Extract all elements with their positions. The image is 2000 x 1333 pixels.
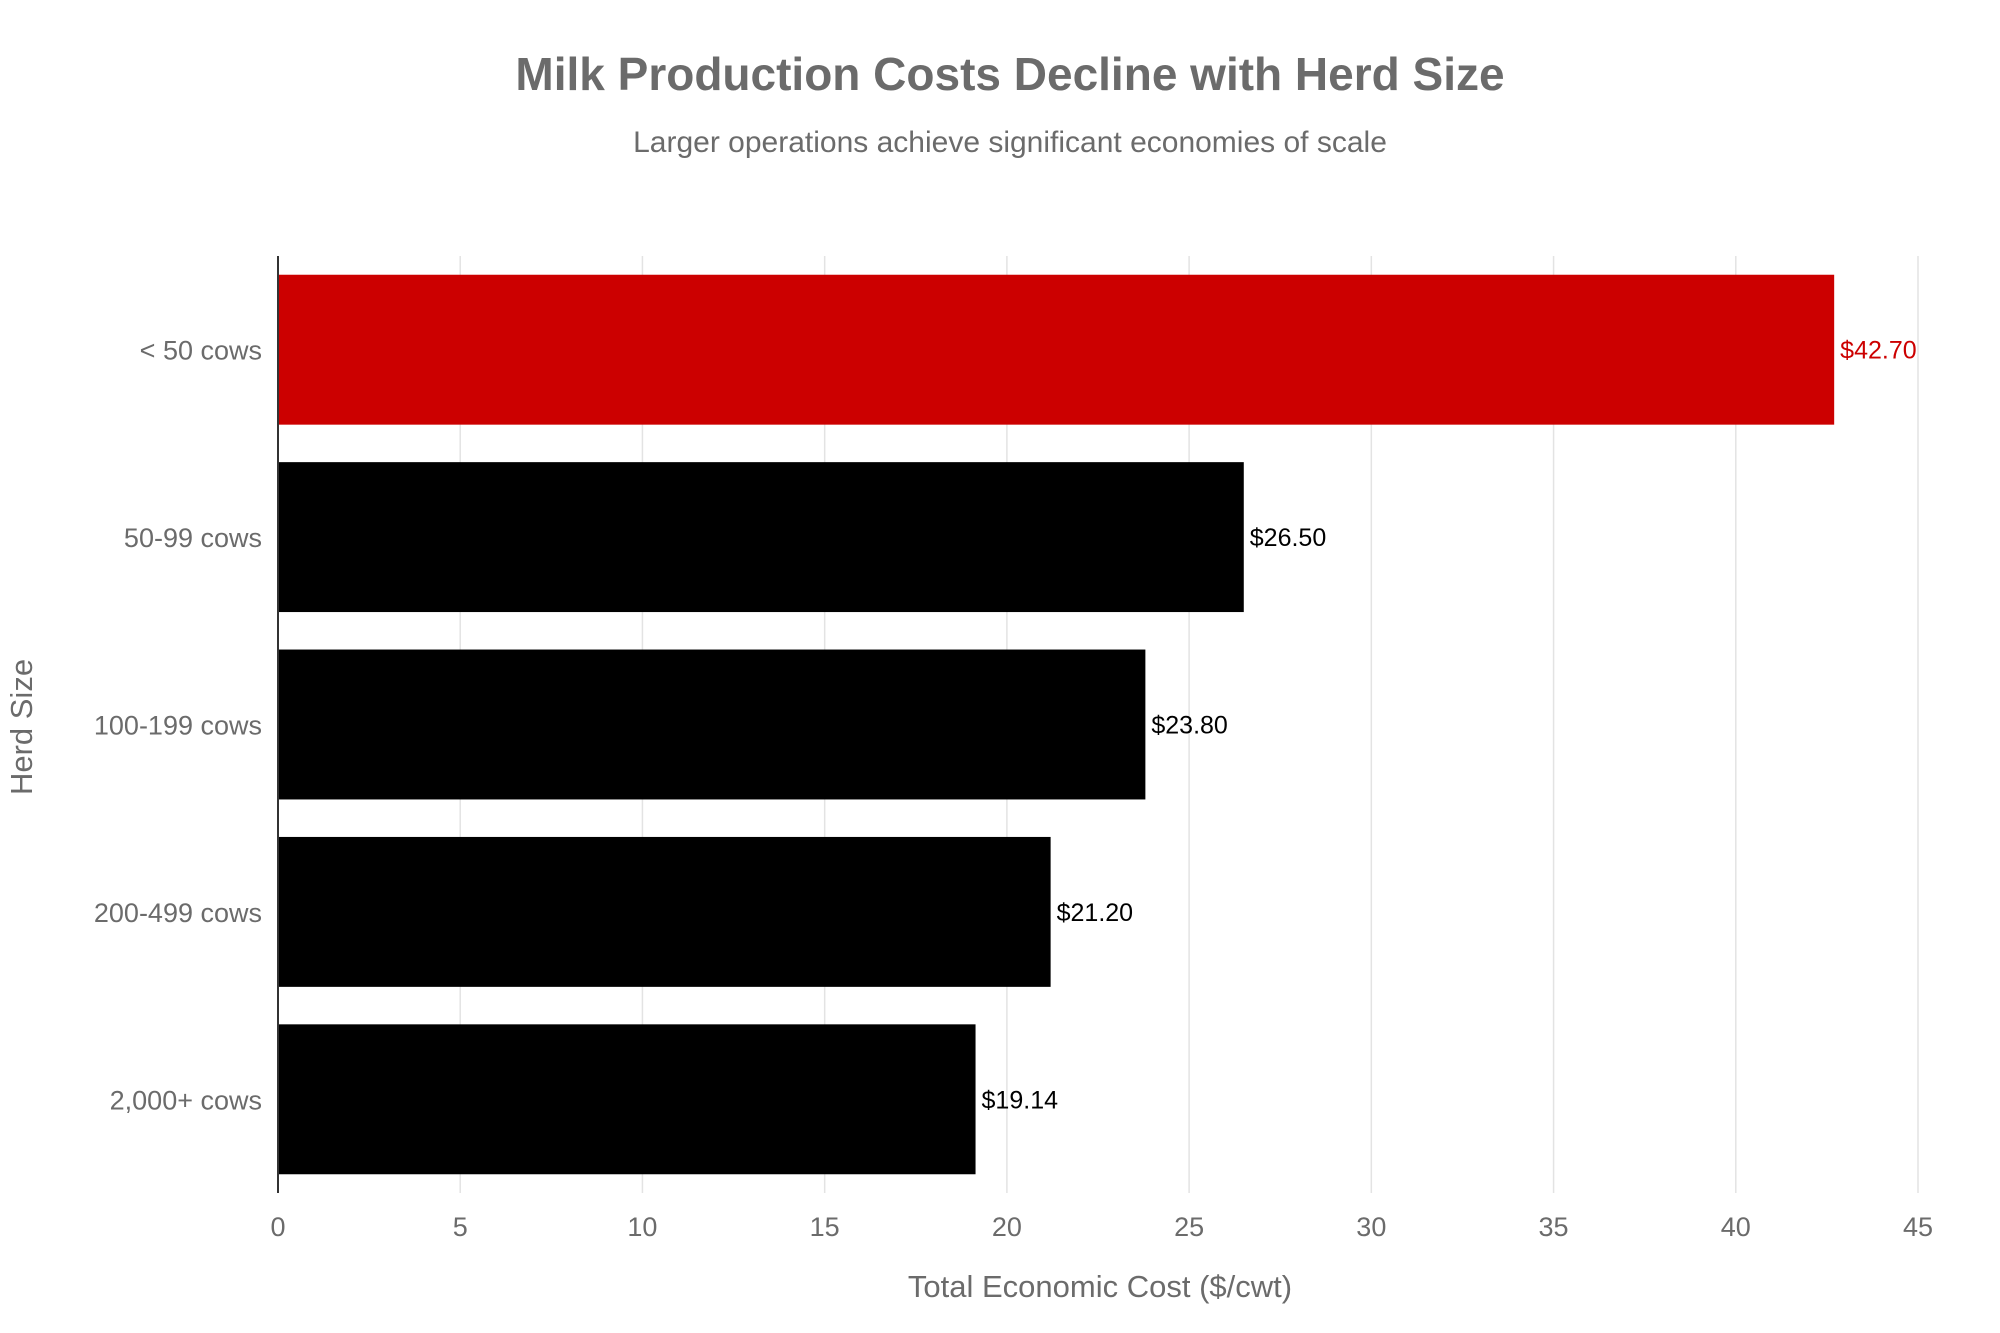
axes: 0 5 10 15 20 25 30 35 40 45 < 50 cows 50-99 cows 100… — [94, 256, 1933, 1242]
chart-subtitle: Larger operations achieve significant ec… — [633, 126, 1387, 159]
y-tick-label: 2,000+ cows — [110, 1085, 262, 1115]
bar — [278, 462, 1244, 613]
value-label: $42.70 — [1840, 337, 1916, 365]
y-tick-label: 200-499 cows — [94, 898, 262, 928]
x-tick-label: 20 — [992, 1212, 1022, 1242]
x-tick-label: 30 — [1356, 1212, 1386, 1242]
x-tick-label: 25 — [1174, 1212, 1204, 1242]
bar — [278, 649, 1146, 800]
value-label: $19.14 — [982, 1086, 1059, 1114]
bar — [278, 274, 1835, 425]
x-tick-label: 45 — [1903, 1212, 1933, 1242]
x-tick-label: 15 — [810, 1212, 840, 1242]
x-tick-label: 35 — [1539, 1212, 1569, 1242]
chart-title: Milk Production Costs Decline with Herd … — [515, 48, 1504, 100]
bars: $42.70 $26.50 $23.80 $21.20 $19.14 — [278, 274, 1917, 1175]
x-tick-label: 10 — [627, 1212, 657, 1242]
value-label: $26.50 — [1250, 524, 1326, 552]
y-axis-label: Herd Size — [4, 659, 39, 795]
x-axis-label: Total Economic Cost ($/cwt) — [908, 1269, 1292, 1304]
y-tick-label: < 50 cows — [140, 336, 262, 366]
bar — [278, 836, 1051, 987]
x-tick-label: 5 — [453, 1212, 468, 1242]
x-tick-label: 40 — [1721, 1212, 1751, 1242]
y-tick-label: 100-199 cows — [94, 711, 262, 741]
value-label: $23.80 — [1151, 712, 1227, 740]
value-label: $21.20 — [1057, 899, 1133, 927]
bar — [278, 1024, 976, 1175]
x-tick-label: 0 — [270, 1212, 285, 1242]
y-tick-label: 50-99 cows — [124, 523, 262, 553]
